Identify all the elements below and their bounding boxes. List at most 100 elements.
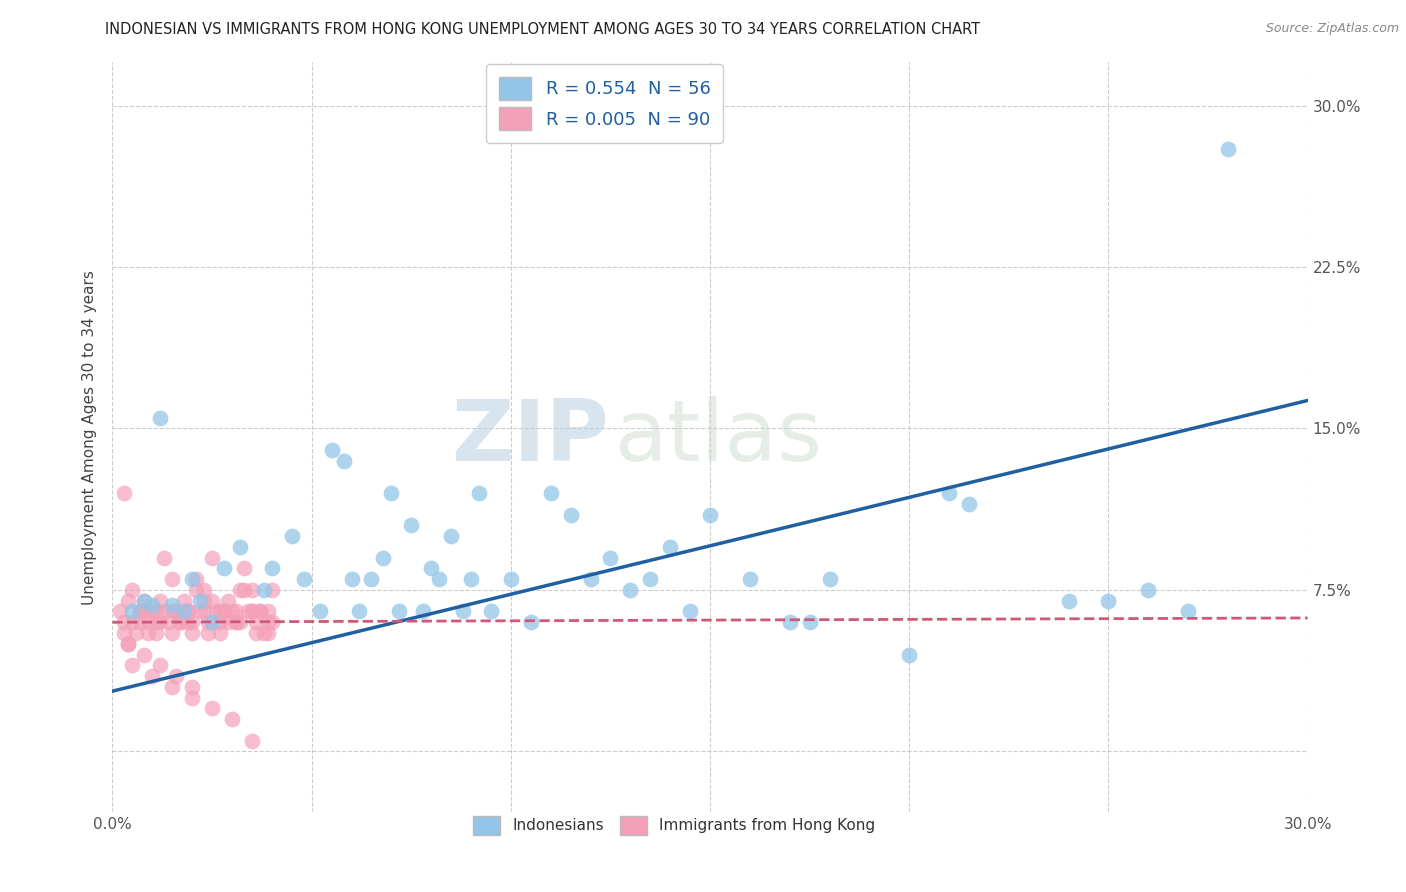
Point xyxy=(253,582,276,597)
Point xyxy=(165,669,187,683)
Point xyxy=(138,615,160,630)
Point xyxy=(134,648,156,662)
Point xyxy=(225,605,247,619)
Point xyxy=(233,582,256,597)
Point xyxy=(162,605,183,619)
Point xyxy=(121,658,143,673)
Point xyxy=(145,626,167,640)
Point xyxy=(236,605,259,619)
Point xyxy=(440,529,463,543)
Point xyxy=(165,605,187,619)
Point xyxy=(209,605,232,619)
Point xyxy=(281,529,304,543)
Point xyxy=(225,615,247,630)
Point xyxy=(149,658,172,673)
Point xyxy=(193,605,215,619)
Point xyxy=(938,486,960,500)
Point xyxy=(162,598,183,612)
Point xyxy=(173,593,195,607)
Point xyxy=(110,605,132,619)
Point xyxy=(349,605,371,619)
Point xyxy=(253,626,276,640)
Point xyxy=(260,615,283,630)
Point xyxy=(117,593,139,607)
Point xyxy=(321,442,343,457)
Point xyxy=(114,615,135,630)
Point xyxy=(499,572,522,586)
Point xyxy=(229,582,252,597)
Point xyxy=(388,605,411,619)
Legend: Indonesians, Immigrants from Hong Kong: Indonesians, Immigrants from Hong Kong xyxy=(463,805,886,846)
Point xyxy=(212,561,235,575)
Point xyxy=(188,605,211,619)
Point xyxy=(177,605,200,619)
Point xyxy=(1216,142,1239,156)
Point xyxy=(380,486,402,500)
Point xyxy=(197,615,219,630)
Point xyxy=(229,615,252,630)
Point xyxy=(1137,582,1160,597)
Point xyxy=(225,615,247,630)
Point xyxy=(149,410,172,425)
Point xyxy=(134,593,156,607)
Point xyxy=(134,605,156,619)
Point xyxy=(240,605,263,619)
Point xyxy=(1177,605,1199,619)
Point xyxy=(165,605,187,619)
Point xyxy=(181,572,204,586)
Point xyxy=(699,508,721,522)
Point xyxy=(257,626,280,640)
Point xyxy=(141,669,163,683)
Point xyxy=(193,593,215,607)
Point xyxy=(209,626,232,640)
Point xyxy=(468,486,491,500)
Point xyxy=(145,605,167,619)
Point xyxy=(249,605,271,619)
Point xyxy=(360,572,382,586)
Point xyxy=(240,582,263,597)
Point xyxy=(1097,593,1119,607)
Point xyxy=(209,615,232,630)
Point xyxy=(186,572,208,586)
Text: INDONESIAN VS IMMIGRANTS FROM HONG KONG UNEMPLOYMENT AMONG AGES 30 TO 34 YEARS C: INDONESIAN VS IMMIGRANTS FROM HONG KONG … xyxy=(105,22,980,37)
Point xyxy=(245,615,267,630)
Point xyxy=(245,626,267,640)
Point xyxy=(169,615,191,630)
Point xyxy=(162,572,183,586)
Point xyxy=(679,605,702,619)
Point xyxy=(619,582,641,597)
Point xyxy=(332,454,354,468)
Point xyxy=(420,561,443,575)
Point xyxy=(125,626,148,640)
Text: atlas: atlas xyxy=(614,395,823,479)
Point xyxy=(149,593,172,607)
Point xyxy=(779,615,801,630)
Point xyxy=(738,572,761,586)
Point xyxy=(520,615,543,630)
Point xyxy=(1057,593,1080,607)
Point xyxy=(201,615,224,630)
Point xyxy=(201,550,224,565)
Point xyxy=(957,497,980,511)
Point xyxy=(240,733,263,747)
Point xyxy=(117,637,139,651)
Point xyxy=(169,615,191,630)
Point xyxy=(181,680,204,694)
Point xyxy=(181,615,204,630)
Text: ZIP: ZIP xyxy=(451,395,609,479)
Point xyxy=(479,605,502,619)
Point xyxy=(292,572,315,586)
Point xyxy=(181,626,204,640)
Point xyxy=(134,593,156,607)
Point xyxy=(149,615,172,630)
Point xyxy=(162,626,183,640)
Point xyxy=(153,550,176,565)
Point xyxy=(412,605,434,619)
Point xyxy=(898,648,921,662)
Text: Source: ZipAtlas.com: Source: ZipAtlas.com xyxy=(1265,22,1399,36)
Point xyxy=(229,540,252,554)
Point xyxy=(177,605,200,619)
Point xyxy=(260,582,283,597)
Point xyxy=(260,561,283,575)
Point xyxy=(186,582,208,597)
